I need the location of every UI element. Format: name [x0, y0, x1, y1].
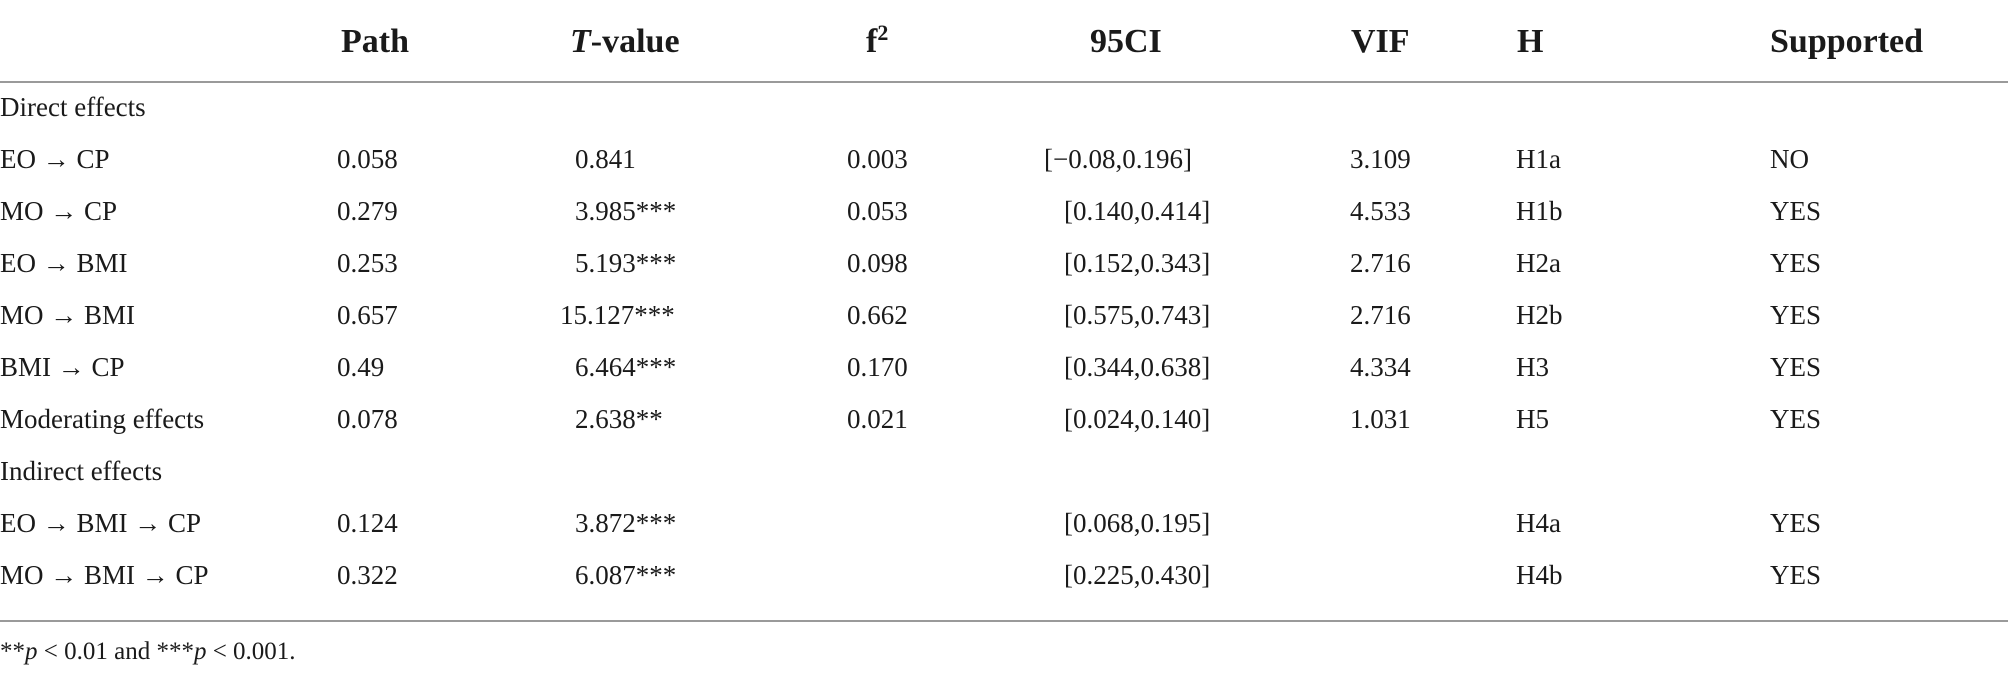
cell-f2: 0.053	[847, 196, 908, 226]
header-path: Path	[341, 23, 409, 60]
cell-h: H2a	[1516, 248, 1561, 278]
table-row: MO → BMI 0.657 15.127*** 0.662 [0.575,0.…	[0, 295, 2008, 335]
cell-supported: YES	[1770, 352, 1822, 382]
cell-h: H3	[1516, 352, 1549, 382]
row-label: EO → BMI	[0, 248, 128, 278]
cell-vif: 4.334	[1350, 352, 1411, 382]
footnote-p-2: p	[193, 638, 207, 665]
table-row: BMI → CP 0.49 6.464*** 0.170 [0.344,0.63…	[0, 347, 2008, 387]
row-label: Moderating effects	[0, 404, 205, 434]
table-row: EO → BMI → CP 0.124 3.872*** [0.068,0.19…	[0, 503, 2008, 543]
header-t-italic: T	[570, 23, 591, 60]
cell-path: 0.279	[337, 196, 398, 226]
cell-t-value: 0.841	[575, 144, 636, 174]
cell-t-value: 15.127***	[560, 300, 675, 330]
cell-h: H1b	[1516, 196, 1563, 226]
table-row: Moderating effects 0.078 2.638** 0.021 […	[0, 399, 2008, 439]
cell-path: 0.657	[337, 300, 398, 330]
cell-path: 0.253	[337, 248, 398, 278]
header-t-suffix: -value	[590, 23, 680, 60]
cell-h: H4a	[1516, 508, 1561, 538]
row-label: EO → BMI → CP	[0, 508, 202, 538]
header-t-value: T-value	[570, 18, 680, 66]
cell-ci: [0.140,0.414]	[1064, 196, 1211, 226]
header-f-squared: f2	[866, 18, 888, 66]
row-label: MO → CP	[0, 196, 118, 226]
section-direct-effects: Direct effects	[0, 92, 146, 122]
header-95ci: 95CI	[1090, 23, 1162, 60]
cell-t-value: 3.985***	[575, 196, 677, 226]
header-supported: Supported	[1770, 23, 1924, 60]
cell-vif: 3.109	[1350, 144, 1411, 174]
cell-supported: YES	[1770, 248, 1822, 278]
cell-t-value: 6.464***	[575, 352, 677, 382]
footnote-stars-2: ***	[156, 638, 194, 665]
cell-t-value: 5.193***	[575, 248, 677, 278]
cell-h: H1a	[1516, 144, 1561, 174]
cell-vif: 2.716	[1350, 248, 1411, 278]
cell-ci: [0.068,0.195]	[1064, 508, 1211, 538]
cell-f2: 0.098	[847, 248, 908, 278]
cell-path: 0.49	[337, 352, 385, 382]
row-label: BMI → CP	[0, 352, 125, 382]
cell-t-value: 6.087***	[575, 560, 677, 590]
cell-vif: 1.031	[1350, 404, 1411, 434]
cell-f2: 0.021	[847, 404, 908, 434]
top-rule	[0, 81, 2008, 83]
cell-supported: YES	[1770, 404, 1822, 434]
cell-f2: 0.662	[847, 300, 908, 330]
cell-f2: 0.170	[847, 352, 908, 382]
cell-h: H2b	[1516, 300, 1563, 330]
cell-ci: [−0.08,0.196]	[1044, 144, 1192, 174]
cell-t-value: 3.872***	[575, 508, 677, 538]
table-row: EO → CP 0.058 0.841 0.003 [−0.08,0.196] …	[0, 139, 2008, 179]
cell-f2: 0.003	[847, 144, 908, 174]
section-indirect-effects: Indirect effects	[0, 456, 163, 486]
cell-supported: YES	[1770, 560, 1822, 590]
cell-h: H4b	[1516, 560, 1563, 590]
header-f-base: f	[866, 23, 878, 60]
cell-supported: YES	[1770, 196, 1822, 226]
cell-supported: NO	[1770, 144, 1809, 174]
footnote-threshold-1: < 0.01 and	[37, 638, 157, 665]
row-label: EO → CP	[0, 144, 110, 174]
cell-ci: [0.225,0.430]	[1064, 560, 1211, 590]
cell-t-value: 2.638**	[575, 404, 663, 434]
footnote-p-1: p	[25, 638, 38, 665]
cell-ci: [0.575,0.743]	[1064, 300, 1211, 330]
cell-supported: YES	[1770, 508, 1822, 538]
cell-path: 0.322	[337, 560, 398, 590]
row-label: MO → BMI	[0, 300, 136, 330]
cell-supported: YES	[1770, 300, 1822, 330]
cell-path: 0.124	[337, 508, 398, 538]
cell-path: 0.078	[337, 404, 398, 434]
row-label: MO → BMI → CP	[0, 560, 209, 590]
cell-path: 0.058	[337, 144, 398, 174]
table-footnote: **p < 0.01 and ***p < 0.001.	[0, 634, 296, 670]
table-row: MO → CP 0.279 3.985*** 0.053 [0.140,0.41…	[0, 191, 2008, 231]
header-h: H	[1517, 23, 1544, 60]
footnote-stars-1: **	[0, 638, 25, 665]
header-vif: VIF	[1351, 23, 1410, 60]
footnote-threshold-2: < 0.001.	[206, 638, 296, 665]
cell-h: H5	[1516, 404, 1549, 434]
cell-ci: [0.024,0.140]	[1064, 404, 1211, 434]
cell-vif: 2.716	[1350, 300, 1411, 330]
cell-ci: [0.344,0.638]	[1064, 352, 1211, 382]
cell-vif: 4.533	[1350, 196, 1411, 226]
cell-ci: [0.152,0.343]	[1064, 248, 1211, 278]
table-row: MO → BMI → CP 0.322 6.087*** [0.225,0.43…	[0, 555, 2008, 595]
header-f-sup: 2	[877, 20, 889, 45]
bottom-rule	[0, 620, 2008, 622]
table-row: EO → BMI 0.253 5.193*** 0.098 [0.152,0.3…	[0, 243, 2008, 283]
